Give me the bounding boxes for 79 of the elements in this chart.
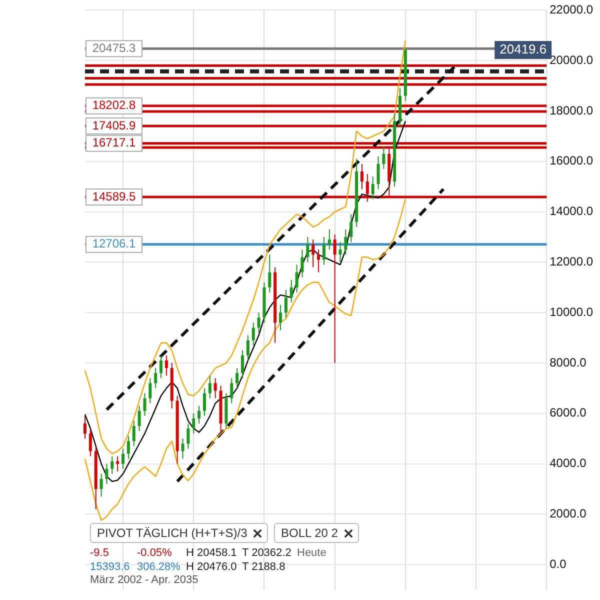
candlestick xyxy=(317,249,320,273)
candlestick xyxy=(240,350,244,379)
annotation: 20419.6 xyxy=(500,42,547,57)
candlestick xyxy=(198,405,201,424)
annotation: T 2188.8 xyxy=(242,561,286,573)
candlestick xyxy=(344,228,348,256)
candlestick xyxy=(338,242,342,263)
annotation: Heute xyxy=(297,547,326,559)
candlestick xyxy=(110,456,114,474)
candlestick xyxy=(257,312,260,334)
candlestick xyxy=(132,420,136,447)
y-tick-label: 4000.0 xyxy=(550,456,587,470)
candlestick xyxy=(202,388,206,416)
candlestick xyxy=(164,354,168,376)
ref-line-label: 16717.1 xyxy=(92,136,136,150)
candlestick xyxy=(230,378,234,404)
annotation: März 2002 - Apr. 2035 xyxy=(90,574,198,586)
annotation: 15393.6 xyxy=(90,561,130,573)
candlestick xyxy=(306,236,310,263)
candlestick xyxy=(236,368,239,389)
y-tick-label: 8000.0 xyxy=(550,355,587,370)
y-tick-label: 2000.0 xyxy=(550,506,587,521)
y-tick-label: 20000.0 xyxy=(550,52,594,67)
candlestick xyxy=(371,176,374,200)
y-tick-label: 14000.0 xyxy=(550,204,594,218)
candlestick xyxy=(192,412,196,434)
ref-line-label: 17405.9 xyxy=(92,118,136,132)
candlestick xyxy=(181,438,184,460)
candlestick xyxy=(350,214,353,243)
annotation: T 20362.2 xyxy=(242,547,292,559)
candlestick xyxy=(328,228,331,250)
candlestick xyxy=(208,375,212,399)
candlestick xyxy=(154,368,158,389)
candlestick xyxy=(376,156,380,190)
y-tick-label: 0.0 xyxy=(550,556,567,571)
ref-line-label: 20475.3 xyxy=(92,40,136,55)
annotation: H 20458.1 xyxy=(186,547,237,559)
candlestick xyxy=(295,264,298,293)
candlestick xyxy=(284,289,288,318)
y-tick-label: 6000.0 xyxy=(550,406,587,420)
y-tick-label: 22000.0 xyxy=(550,2,594,17)
candlestick xyxy=(186,422,190,450)
y-tick-label: 12000.0 xyxy=(550,254,594,269)
annotation: BOLL 20 2 xyxy=(274,523,359,543)
candlestick xyxy=(312,239,315,268)
candlestick xyxy=(333,234,336,364)
candlestick xyxy=(122,448,125,470)
candlestick xyxy=(360,163,364,190)
candlestick xyxy=(246,334,250,361)
candlestick xyxy=(214,378,217,399)
y-tick-label: 16000.0 xyxy=(550,154,594,168)
ref-line-label: 18202.8 xyxy=(92,98,136,112)
candlestick xyxy=(268,254,272,293)
candlestick xyxy=(138,405,141,432)
annotation: -0.05% xyxy=(137,547,172,559)
annotation: PIVOT TÄGLICH (H+T+S)/3 xyxy=(90,523,268,543)
candlestick xyxy=(290,279,293,304)
annotation: 306.28% xyxy=(137,561,180,573)
ref-line-label: 12706.1 xyxy=(92,236,136,251)
annotation: H 20476.0 xyxy=(186,561,237,573)
candlestick xyxy=(148,378,152,404)
candlestick xyxy=(126,436,130,460)
candlestick xyxy=(84,415,86,440)
candlestick xyxy=(116,456,120,472)
candlestick xyxy=(105,463,108,484)
annotation: -9.5 xyxy=(90,547,109,559)
candlestick xyxy=(160,354,163,379)
candlestick xyxy=(279,304,282,331)
candlestick xyxy=(143,392,146,416)
ref-line-label: 14589.5 xyxy=(92,189,136,204)
candlestick xyxy=(382,146,386,170)
y-tick-label: 18000.0 xyxy=(550,103,594,118)
candlestick xyxy=(100,473,103,498)
candlestick xyxy=(366,174,369,202)
candlestick xyxy=(88,428,92,457)
candlestick xyxy=(300,249,304,278)
y-tick-label: 10000.0 xyxy=(550,304,594,319)
candlestick xyxy=(252,322,255,346)
candlestick xyxy=(322,236,326,266)
